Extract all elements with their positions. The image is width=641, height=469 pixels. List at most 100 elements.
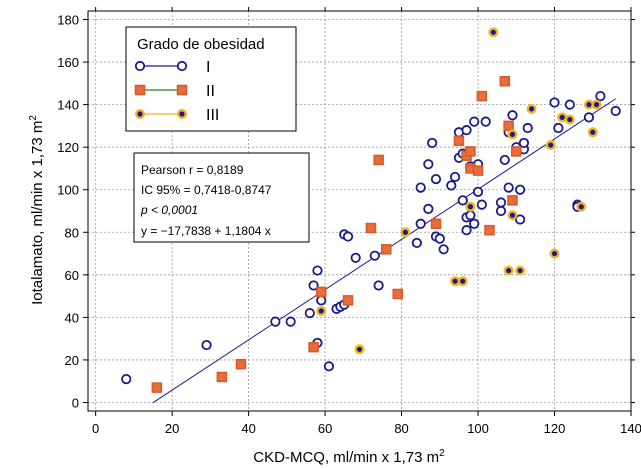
y-tick-label: 100 bbox=[57, 183, 79, 198]
data-point bbox=[121, 373, 132, 385]
data-point bbox=[522, 122, 533, 134]
data-point bbox=[495, 205, 507, 217]
data-point bbox=[151, 382, 163, 393]
data-point bbox=[507, 210, 518, 221]
data-point bbox=[503, 265, 514, 276]
data-point bbox=[515, 265, 526, 276]
data-point bbox=[201, 339, 212, 351]
y-tick-label: 180 bbox=[57, 13, 79, 28]
data-point bbox=[545, 140, 556, 151]
data-point bbox=[453, 135, 465, 147]
data-point bbox=[595, 91, 606, 102]
data-point bbox=[469, 218, 480, 229]
data-point bbox=[308, 341, 319, 353]
legend-marker bbox=[176, 60, 188, 72]
axis-tick-labels: 0 20 40 60 80 100 120 140 0 20 40 60 80 100 120 140 160 1… bbox=[57, 13, 641, 436]
data-point bbox=[457, 195, 468, 206]
data-point bbox=[507, 110, 518, 121]
data-point bbox=[342, 231, 354, 242]
data-point bbox=[591, 99, 602, 110]
data-point bbox=[350, 252, 361, 263]
data-point bbox=[515, 214, 526, 225]
annotation-box bbox=[133, 152, 310, 243]
data-point bbox=[499, 75, 511, 87]
data-point bbox=[438, 244, 449, 255]
data-point bbox=[423, 203, 434, 214]
x-tick-label: 120 bbox=[544, 421, 566, 436]
data-point bbox=[381, 244, 392, 255]
x-tick-label: 80 bbox=[394, 421, 408, 436]
data-point bbox=[549, 248, 560, 259]
data-point bbox=[488, 27, 499, 38]
data-point bbox=[511, 146, 522, 157]
data-point bbox=[373, 280, 384, 291]
data-point bbox=[449, 171, 461, 183]
data-point bbox=[285, 316, 296, 327]
data-point bbox=[476, 90, 488, 102]
data-point bbox=[270, 316, 281, 327]
data-point bbox=[484, 224, 495, 236]
data-point bbox=[316, 295, 327, 306]
data-point bbox=[369, 250, 380, 261]
data-point bbox=[549, 97, 560, 108]
legend-marker bbox=[134, 108, 145, 119]
data-point bbox=[480, 116, 491, 127]
data-point bbox=[557, 112, 568, 123]
data-points bbox=[121, 27, 621, 393]
data-point bbox=[583, 112, 595, 123]
data-point bbox=[503, 182, 514, 193]
data-point bbox=[526, 103, 537, 114]
data-point bbox=[564, 114, 575, 125]
data-point bbox=[430, 218, 442, 230]
legend-label: III bbox=[206, 107, 219, 124]
y-tick-label: 120 bbox=[57, 140, 79, 155]
data-point bbox=[308, 280, 319, 291]
data-point bbox=[564, 99, 575, 110]
data-point bbox=[472, 186, 484, 197]
legend-title: Grado de obesidad bbox=[137, 36, 265, 53]
data-point bbox=[465, 210, 476, 221]
data-point bbox=[469, 116, 480, 127]
data-point bbox=[312, 265, 323, 276]
data-point bbox=[446, 180, 457, 191]
data-point bbox=[461, 225, 472, 236]
y-tick-label: 20 bbox=[65, 353, 79, 368]
series-II bbox=[151, 75, 522, 393]
data-point bbox=[465, 201, 476, 212]
data-point bbox=[518, 137, 530, 149]
y-axis-label: Iotalamato, ml/min x 1,73 m2 bbox=[28, 115, 46, 305]
y-tick-label: 40 bbox=[65, 310, 79, 325]
data-point bbox=[610, 105, 621, 117]
data-point bbox=[465, 146, 476, 157]
y-tick-label: 160 bbox=[57, 55, 79, 70]
data-point bbox=[576, 201, 587, 212]
legend-marker bbox=[134, 84, 146, 96]
x-tick-label: 20 bbox=[165, 421, 179, 436]
plot-frame bbox=[87, 10, 632, 412]
legend-label: I bbox=[206, 59, 210, 76]
data-point bbox=[316, 286, 327, 298]
data-point bbox=[515, 184, 526, 195]
data-point bbox=[507, 195, 518, 206]
data-point bbox=[430, 173, 442, 185]
data-point bbox=[415, 182, 426, 193]
legend-marker bbox=[176, 84, 188, 96]
y-tick-label: 80 bbox=[65, 225, 79, 240]
data-point bbox=[472, 165, 484, 176]
data-point bbox=[411, 237, 422, 249]
data-point bbox=[400, 227, 411, 238]
data-point bbox=[235, 358, 247, 370]
data-point bbox=[354, 344, 365, 355]
series-III bbox=[316, 27, 602, 355]
annotation-ci: IC 95% = 0,7418-0,8747 bbox=[141, 183, 272, 197]
data-point bbox=[587, 127, 598, 138]
annotation-pearson: Pearson r = 0,8189 bbox=[141, 163, 244, 177]
data-point bbox=[499, 154, 510, 166]
legend-label: II bbox=[206, 83, 215, 100]
data-point bbox=[415, 218, 426, 229]
data-point bbox=[507, 129, 518, 140]
y-tick-label: 140 bbox=[57, 98, 79, 113]
x-tick-label: 100 bbox=[467, 421, 489, 436]
